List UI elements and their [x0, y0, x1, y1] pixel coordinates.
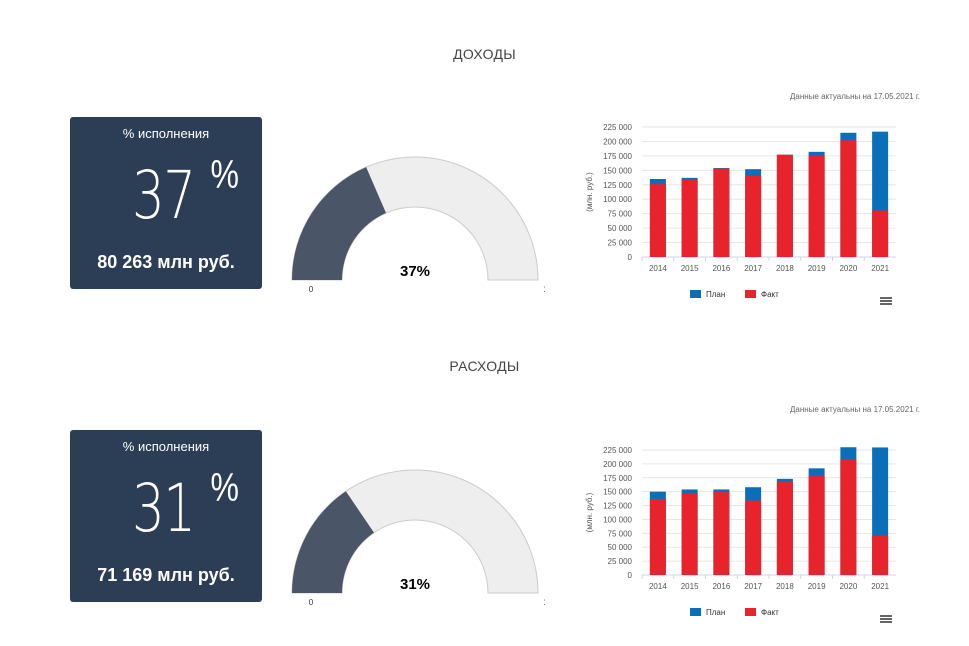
- y-tick-label: 25 000: [608, 557, 633, 566]
- y-tick-label: 225 000: [603, 446, 632, 455]
- data-date-note: Данные актуальны на 17.05.2021 г.: [789, 92, 920, 101]
- bar-fact: [681, 179, 698, 257]
- y-tick-label: 50 000: [608, 543, 633, 552]
- bar-fact: [681, 493, 698, 575]
- y-tick-label: 75 000: [608, 210, 633, 219]
- menu-icon-line: [880, 618, 892, 620]
- card-label: % исполнения: [122, 126, 210, 141]
- x-tick-label: 2015: [681, 264, 699, 273]
- section-title: РАСХОДЫ: [449, 358, 520, 374]
- menu-icon-line: [880, 297, 892, 299]
- legend-label-plan: План: [706, 608, 725, 617]
- y-axis-label: (млн. руб.): [585, 492, 594, 532]
- bar-fact: [840, 140, 857, 257]
- legend-label-plan: План: [706, 290, 725, 299]
- gauge: 37% 0 100: [291, 156, 545, 294]
- execution-card: % исполнения 37 % 80 263 млн руб.: [70, 117, 262, 289]
- y-tick-label: 100 000: [603, 515, 632, 524]
- percent-value: 31: [132, 470, 196, 547]
- bar-fact: [713, 491, 730, 575]
- x-tick-label: 2014: [649, 582, 667, 591]
- card-label: % исполнения: [122, 439, 210, 454]
- gauge: 31% 0 100: [291, 469, 545, 607]
- x-tick-label: 2017: [744, 264, 762, 273]
- x-tick-label: 2021: [871, 264, 889, 273]
- menu-icon-line: [880, 300, 892, 302]
- y-tick-label: 200 000: [603, 460, 632, 469]
- legend-swatch-fact: [745, 290, 756, 298]
- x-tick-label: 2017: [744, 582, 762, 591]
- legend-label-fact: Факт: [761, 608, 779, 617]
- bar-fact: [840, 459, 857, 575]
- y-tick-label: 100 000: [603, 195, 632, 204]
- menu-icon-line: [880, 621, 892, 623]
- gauge-value: 37%: [400, 263, 430, 280]
- y-tick-label: 25 000: [608, 239, 633, 248]
- y-tick-label: 150 000: [603, 488, 632, 497]
- data-date-note: Данные актуальны на 17.05.2021 г.: [789, 405, 920, 414]
- y-tick-label: 75 000: [608, 529, 633, 538]
- section-title: ДОХОДЫ: [453, 46, 516, 62]
- percent-sign: %: [210, 466, 240, 510]
- amount: 80 263 млн руб.: [97, 252, 235, 272]
- bar-fact: [776, 154, 793, 257]
- y-tick-label: 175 000: [603, 152, 632, 161]
- y-tick-label: 125 000: [603, 181, 632, 190]
- gauge-max: 100: [543, 598, 545, 607]
- y-axis-label: (млн. руб.): [585, 172, 594, 212]
- menu-icon-line: [880, 303, 892, 305]
- gauge-fill: [292, 167, 387, 280]
- bar-fact: [872, 535, 889, 575]
- x-tick-label: 2019: [808, 582, 826, 591]
- legend-swatch-plan: [690, 290, 701, 298]
- y-tick-label: 150 000: [603, 166, 632, 175]
- percent-sign: %: [210, 153, 240, 197]
- legend-swatch-fact: [745, 608, 756, 616]
- y-tick-label: 200 000: [603, 137, 632, 146]
- y-tick-label: 175 000: [603, 474, 632, 483]
- x-tick-label: 2018: [776, 264, 794, 273]
- execution-card: % исполнения 31 % 71 169 млн руб.: [70, 430, 262, 602]
- percent-value: 37: [132, 157, 196, 234]
- bar-fact: [713, 168, 730, 257]
- bar-fact: [808, 476, 825, 575]
- gauge-max: 100: [543, 285, 545, 294]
- y-tick-label: 50 000: [608, 224, 633, 233]
- menu-icon[interactable]: [880, 615, 892, 623]
- bar-chart: Данные актуальны на 17.05.2021 г. 0 25 00…: [580, 405, 920, 635]
- menu-icon-line: [880, 615, 892, 617]
- gauge-value: 31%: [400, 576, 430, 593]
- bar-fact: [808, 155, 825, 257]
- y-tick-label: 225 000: [603, 123, 632, 132]
- x-tick-label: 2014: [649, 264, 667, 273]
- legend-label-fact: Факт: [761, 290, 779, 299]
- y-tick-label: 125 000: [603, 502, 632, 511]
- bar-fact: [649, 498, 666, 575]
- y-tick-label: 0: [628, 571, 633, 580]
- legend-swatch-plan: [690, 608, 701, 616]
- x-tick-label: 2020: [839, 264, 857, 273]
- x-tick-label: 2018: [776, 582, 794, 591]
- x-tick-label: 2015: [681, 582, 699, 591]
- bar-fact: [776, 481, 793, 575]
- x-tick-label: 2020: [839, 582, 857, 591]
- x-tick-label: 2021: [871, 582, 889, 591]
- bar-fact: [745, 175, 762, 257]
- gauge-min: 0: [309, 285, 314, 294]
- y-tick-label: 0: [628, 253, 633, 262]
- menu-icon[interactable]: [880, 297, 892, 305]
- x-tick-label: 2019: [808, 264, 826, 273]
- x-tick-label: 2016: [712, 582, 730, 591]
- bar-chart: Данные актуальны на 17.05.2021 г. 0 25 00…: [580, 92, 920, 322]
- gauge-fill: [292, 491, 374, 593]
- bar-fact: [872, 210, 889, 257]
- amount: 71 169 млн руб.: [97, 565, 235, 585]
- x-tick-label: 2016: [712, 264, 730, 273]
- bar-fact: [649, 184, 666, 257]
- gauge-min: 0: [309, 598, 314, 607]
- bar-fact: [745, 500, 762, 575]
